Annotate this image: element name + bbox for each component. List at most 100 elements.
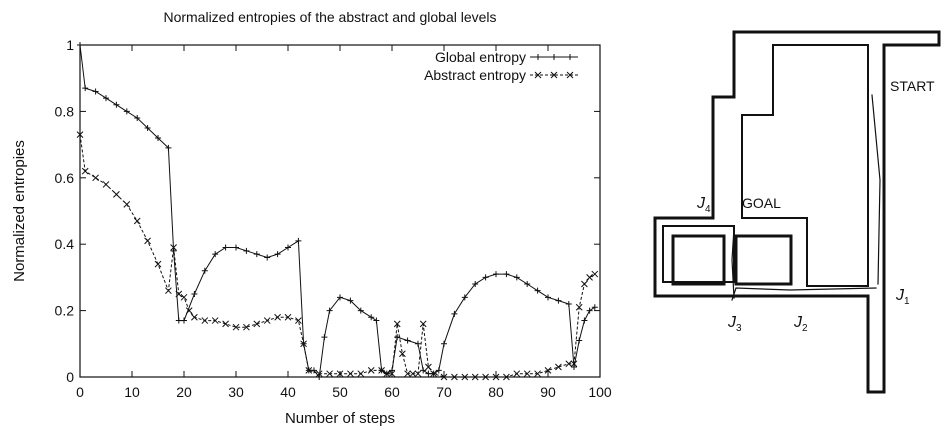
x-axis-label: Number of steps (285, 410, 395, 427)
data-point (357, 307, 364, 314)
x-tick-label: 0 (76, 384, 84, 400)
data-point (461, 294, 468, 301)
maze-outer-wall (653, 30, 941, 394)
x-tick-label: 60 (384, 384, 400, 400)
data-point (482, 373, 489, 381)
data-point (305, 367, 313, 374)
y-tick-label: 0.4 (55, 236, 75, 252)
data-point (565, 300, 572, 307)
data-point (253, 251, 260, 258)
data-point (284, 313, 292, 321)
maze-map: START GOAL J1 J2 J3 J4 (653, 30, 941, 394)
data-point (378, 367, 385, 374)
legend: Global entropy Abstract entropy (424, 49, 578, 83)
robot-path-start (871, 94, 881, 285)
data-point (144, 237, 151, 245)
data-point (461, 373, 469, 381)
data-point (92, 88, 99, 95)
series-line (79, 134, 596, 378)
data-point (295, 317, 302, 324)
data-point (82, 85, 89, 92)
data-point (451, 310, 458, 317)
label-j1: J1 (895, 287, 910, 307)
data-point (576, 337, 583, 344)
y-axis-ticks: 0 0.2 0.4 0.6 0.8 1 (55, 37, 600, 385)
data-point (492, 373, 500, 381)
robot-path-goal (731, 227, 735, 299)
legend-markers (534, 54, 574, 79)
legend-marker-abstract (566, 71, 574, 79)
data-point (253, 320, 261, 328)
series-abstract (76, 131, 599, 381)
data-point (175, 290, 183, 298)
data-point (534, 370, 541, 378)
data-point (285, 244, 291, 251)
data-point (274, 313, 281, 321)
data-point (367, 367, 375, 374)
series-line (79, 44, 596, 379)
x-tick-label: 40 (280, 384, 296, 400)
legend-label-abstract: Abstract entropy (424, 67, 526, 83)
maze-inner-wall (741, 44, 869, 287)
data-point (383, 370, 391, 378)
chart-title: Normalized entropies of the abstract and… (163, 9, 496, 25)
data-point (222, 244, 229, 251)
data-point (430, 370, 437, 378)
data-point (555, 363, 562, 371)
data-point (373, 317, 380, 324)
data-point (211, 317, 219, 324)
data-point (471, 373, 479, 381)
data-point (180, 293, 188, 301)
data-point (321, 334, 328, 341)
data-point (92, 174, 99, 182)
data-point (181, 317, 187, 324)
data-point (311, 367, 317, 374)
y-tick-label: 0 (66, 369, 74, 385)
data-point (326, 307, 333, 314)
data-point (264, 254, 271, 261)
data-point (575, 303, 583, 311)
data-point (102, 181, 110, 188)
data-point (77, 42, 83, 48)
data-point (581, 317, 588, 324)
data-point (419, 320, 427, 328)
x-tick-label: 90 (540, 384, 556, 400)
data-point (232, 323, 240, 331)
data-point (441, 340, 447, 347)
data-point (201, 267, 208, 274)
data-point (347, 370, 354, 378)
data-point (336, 370, 344, 378)
data-point (404, 337, 411, 344)
data-point (170, 244, 177, 251)
data-point (425, 370, 432, 377)
data-point (368, 314, 375, 321)
robot-path-bottom (731, 287, 877, 301)
y-tick-label: 0.2 (55, 303, 75, 319)
data-point (581, 280, 588, 288)
data-point (165, 144, 172, 151)
data-point (388, 370, 396, 378)
y-tick-label: 1 (66, 37, 74, 53)
data-point (243, 323, 250, 331)
x-axis-ticks: 0 10 20 30 40 50 60 70 80 90 100 (76, 45, 612, 400)
data-point (544, 367, 552, 374)
data-point (326, 370, 333, 378)
data-point (555, 297, 562, 304)
plot-frame (79, 44, 601, 378)
x-tick-label: 80 (488, 384, 504, 400)
x-tick-label: 30 (228, 384, 244, 400)
data-point (222, 320, 229, 328)
data-point (154, 260, 162, 268)
data-point (155, 134, 161, 141)
x-tick-label: 20 (176, 384, 192, 400)
data-point (404, 370, 411, 378)
data-point (440, 373, 448, 381)
data-point (165, 287, 172, 295)
x-tick-label: 50 (332, 384, 348, 400)
label-j2: J2 (793, 314, 808, 334)
data-point (513, 370, 521, 378)
data-point (414, 370, 422, 378)
data-point (451, 373, 458, 381)
obstacle-left (671, 234, 726, 286)
legend-marker-global (535, 54, 541, 60)
